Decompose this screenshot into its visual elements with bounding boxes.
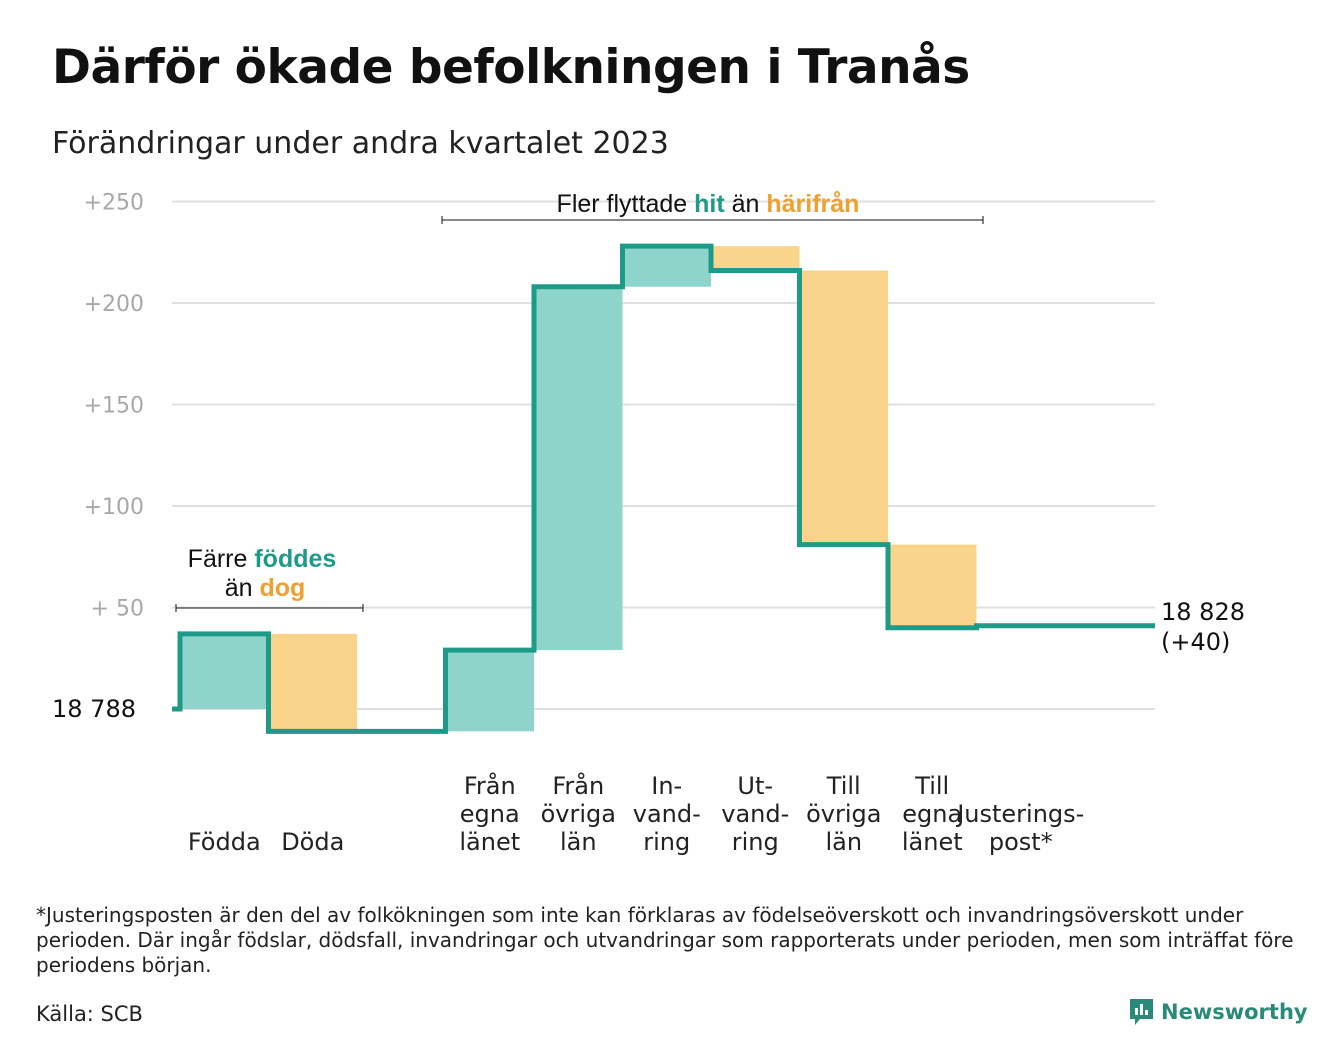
category-label: Från bbox=[464, 771, 516, 800]
waterfall-bar bbox=[711, 246, 800, 271]
y-tick-label: +150 bbox=[84, 394, 144, 419]
category-label: Justerings- bbox=[955, 800, 1084, 828]
waterfall-bar bbox=[268, 633, 357, 732]
source-note: Källa: SCB bbox=[36, 1002, 143, 1026]
category-label: egna bbox=[460, 800, 520, 828]
category-label: länet bbox=[459, 828, 520, 856]
category-label: Döda bbox=[281, 828, 344, 856]
category-label: ring bbox=[732, 828, 779, 856]
category-label: övriga bbox=[806, 800, 881, 828]
end-change-label: (+40) bbox=[1161, 628, 1230, 656]
waterfall-bar bbox=[180, 633, 269, 709]
category-label: post* bbox=[989, 828, 1053, 856]
category-label: Födda bbox=[188, 828, 261, 856]
category-label: Ut- bbox=[737, 772, 773, 800]
brand-logo[interactable]: Newsworthy bbox=[1128, 997, 1308, 1027]
category-label: Från bbox=[552, 771, 604, 800]
y-tick-label: +100 bbox=[84, 495, 144, 520]
waterfall-bar bbox=[534, 286, 623, 651]
y-tick-label: + 50 bbox=[91, 597, 144, 622]
waterfall-bar bbox=[888, 544, 977, 628]
y-tick-label: +200 bbox=[84, 292, 144, 317]
category-label: egna bbox=[902, 800, 962, 828]
category-label: övriga bbox=[541, 800, 616, 828]
waterfall-bar bbox=[622, 246, 711, 287]
chart-subtitle: Förändringar under andra kvartalet 2023 bbox=[52, 126, 669, 161]
line-layer bbox=[172, 243, 1155, 734]
brand-name: Newsworthy bbox=[1161, 1000, 1308, 1024]
chart-title: Därför ökade befolkningen i Tranås bbox=[52, 40, 970, 95]
category-label: ring bbox=[643, 828, 690, 856]
end-value-label: 18 828 bbox=[1161, 598, 1245, 626]
waterfall-bar bbox=[445, 650, 534, 732]
waterfall-bar bbox=[799, 270, 888, 545]
y-tick-label: +250 bbox=[84, 191, 144, 216]
cumulative-step-line bbox=[172, 243, 1155, 734]
annotation-migration: Fler flyttade hit än härifrån bbox=[557, 190, 860, 218]
category-label: länet bbox=[902, 828, 963, 856]
category-label: Till bbox=[826, 772, 861, 800]
annotation-births-deaths-line2: än dog bbox=[225, 574, 306, 602]
category-label: län bbox=[560, 828, 597, 856]
category-label: vand- bbox=[633, 800, 701, 828]
category-label: Till bbox=[914, 772, 949, 800]
start-value-label: 18 788 bbox=[52, 695, 136, 723]
category-label: vand- bbox=[721, 800, 789, 828]
category-label: In- bbox=[651, 772, 682, 800]
bar-layer bbox=[180, 246, 977, 732]
newsworthy-logo-icon bbox=[1130, 999, 1153, 1025]
footnote: *Justeringsposten är den del av folkökni… bbox=[36, 903, 1294, 977]
annotation-births-deaths-line1: Färre föddes bbox=[188, 545, 337, 573]
category-label: län bbox=[825, 828, 862, 856]
